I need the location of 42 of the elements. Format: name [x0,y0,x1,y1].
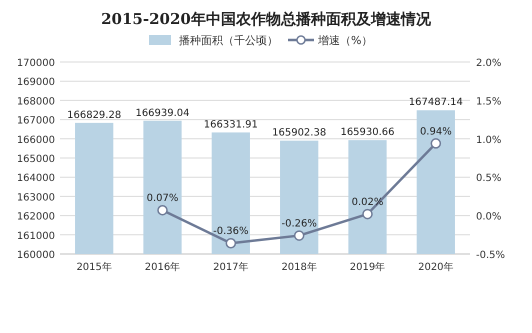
y-tick-label: 167000 [16,116,55,127]
point [362,208,373,220]
x-tick-label: 2015年 [76,261,112,273]
y-tick-label: 160000 [16,250,55,261]
y-tick-label: 165000 [16,154,55,165]
legend-label: 增速（%） [317,34,372,47]
data-label: 165930.66 [340,127,395,138]
x-tick-label: 2019年 [350,261,386,273]
y-tick-label: 169000 [16,77,55,88]
data-label: -0.36% [213,226,249,238]
y-tick-label: 161000 [16,230,55,242]
point [430,138,442,149]
y-tick-label: 163000 [16,192,55,204]
data-label: 167487.14 [408,97,463,108]
data-label: 0.07% [146,193,178,204]
point [157,204,168,216]
data-label: 165902.38 [272,128,326,139]
data-label: 0.94% [420,126,452,138]
y2-tick-label: 2.0% [476,58,502,69]
legend-label: 播种面积（千公顷） [179,34,278,47]
data-label: 166829.28 [67,110,122,121]
y-tick-label: 166000 [16,134,55,146]
x-tick-label: 2018年 [281,261,317,273]
x-tick-label: 2020年 [418,261,454,273]
point [294,230,304,241]
y2-tick-label: 1.0% [476,134,502,146]
data-label: 166939.04 [135,108,190,119]
y2-tick-label: 1.5% [476,96,502,108]
y-tick-label: 168000 [16,96,55,108]
data-label: -0.26% [281,218,317,230]
x-tick-label: 2017年 [213,261,249,273]
y-tick-label: 162000 [16,212,55,223]
chart-title: 2015-2020年中国农作物总播种面积及增速情况 [101,10,432,28]
y-tick-label: 170000 [16,58,55,69]
data-label: 166331.91 [204,119,258,130]
point [226,238,236,248]
y2-tick-label: 0.5% [476,173,502,184]
y2-tick-label: 0.0% [476,212,502,223]
y-tick-label: 164000 [16,173,55,184]
data-label: 0.02% [352,197,384,208]
x-tick-label: 2016年 [144,261,180,273]
y2-tick-label: -0.5% [476,250,506,261]
